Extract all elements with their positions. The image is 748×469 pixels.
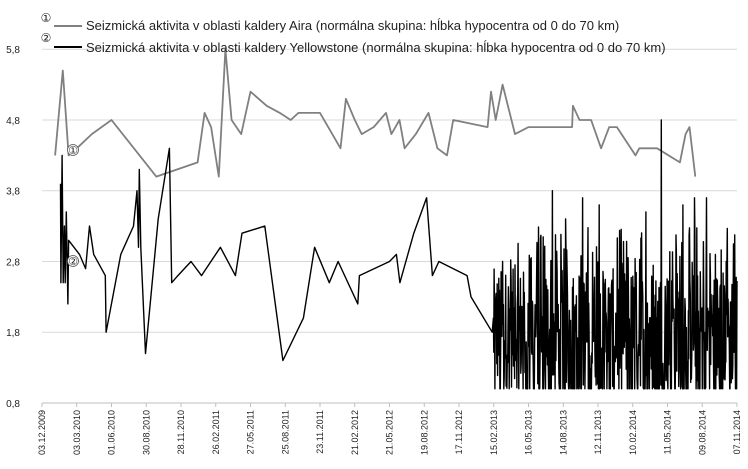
series-2-inline-marker: ② <box>68 255 78 268</box>
x-tick-label: 30.08.2010 <box>141 410 151 455</box>
x-tick-label: 16.05.2013 <box>524 410 534 455</box>
x-tick-label: 07.11.2014 <box>732 410 742 454</box>
x-tick-label: 09.08.2014 <box>697 410 707 455</box>
series-2-marker-circle <box>67 255 79 267</box>
legend-label-series-1: Seizmická aktivita v oblasti kaldery Air… <box>86 18 619 33</box>
x-tick-label: 11.05.2014 <box>663 410 673 454</box>
y-tick-label: 5,8 <box>6 45 20 56</box>
x-tick-label: 14.08.2013 <box>558 410 568 455</box>
x-tick-label: 12.11.2013 <box>593 410 603 454</box>
y-tick-label: 0,8 <box>6 399 20 410</box>
y-tick-label: 2,8 <box>6 257 20 268</box>
x-tick-label: 03.12.2009 <box>37 410 47 455</box>
legend-label-series-2: Seizmická aktivita v oblasti kaldery Yel… <box>86 40 666 55</box>
y-tick-label: 1,8 <box>6 328 20 339</box>
x-tick-label: 28.11.2010 <box>176 410 186 454</box>
legend: ① Seizmická aktivita v oblasti kaldery A… <box>41 11 666 55</box>
x-tick-label: 15.02.2013 <box>489 410 499 455</box>
y-tick-label: 3,8 <box>6 187 20 198</box>
x-tick-label: 23.11.2011 <box>315 410 325 454</box>
x-tick-label: 25.08.2011 <box>280 410 290 454</box>
x-tick-label: 26.02.2011 <box>211 410 221 454</box>
series-line-1 <box>54 48 697 178</box>
legend-marker-series-1: ① <box>41 11 52 25</box>
x-tick-label: 27.05.2011 <box>246 410 256 454</box>
series-1-marker-circle <box>67 144 79 156</box>
x-tick-label: 01.06.2010 <box>107 410 117 455</box>
series-1-inline-marker: ① <box>68 144 78 157</box>
x-axis: 03.12.2009 03.03.2010 01.06.2010 30.08.2010… <box>37 402 742 455</box>
x-tick-label: 21.02.2012 <box>350 410 360 455</box>
series-lines <box>54 48 738 390</box>
x-tick-label: 03.03.2010 <box>72 410 82 455</box>
x-tick-label: 17.11.2012 <box>454 410 464 454</box>
y-axis: 0,8 1,8 2,8 3,8 4,8 5,8 <box>6 45 20 410</box>
x-tick-label: 10.02.2014 <box>628 410 638 455</box>
series-annotations: ① ② <box>67 144 79 268</box>
series-line-2 <box>59 119 738 390</box>
legend-marker-series-2: ② <box>41 31 52 45</box>
x-tick-label: 19.08.2012 <box>419 410 429 455</box>
x-tick-label: 21.05.2012 <box>385 410 395 455</box>
y-tick-label: 4,8 <box>6 116 20 127</box>
